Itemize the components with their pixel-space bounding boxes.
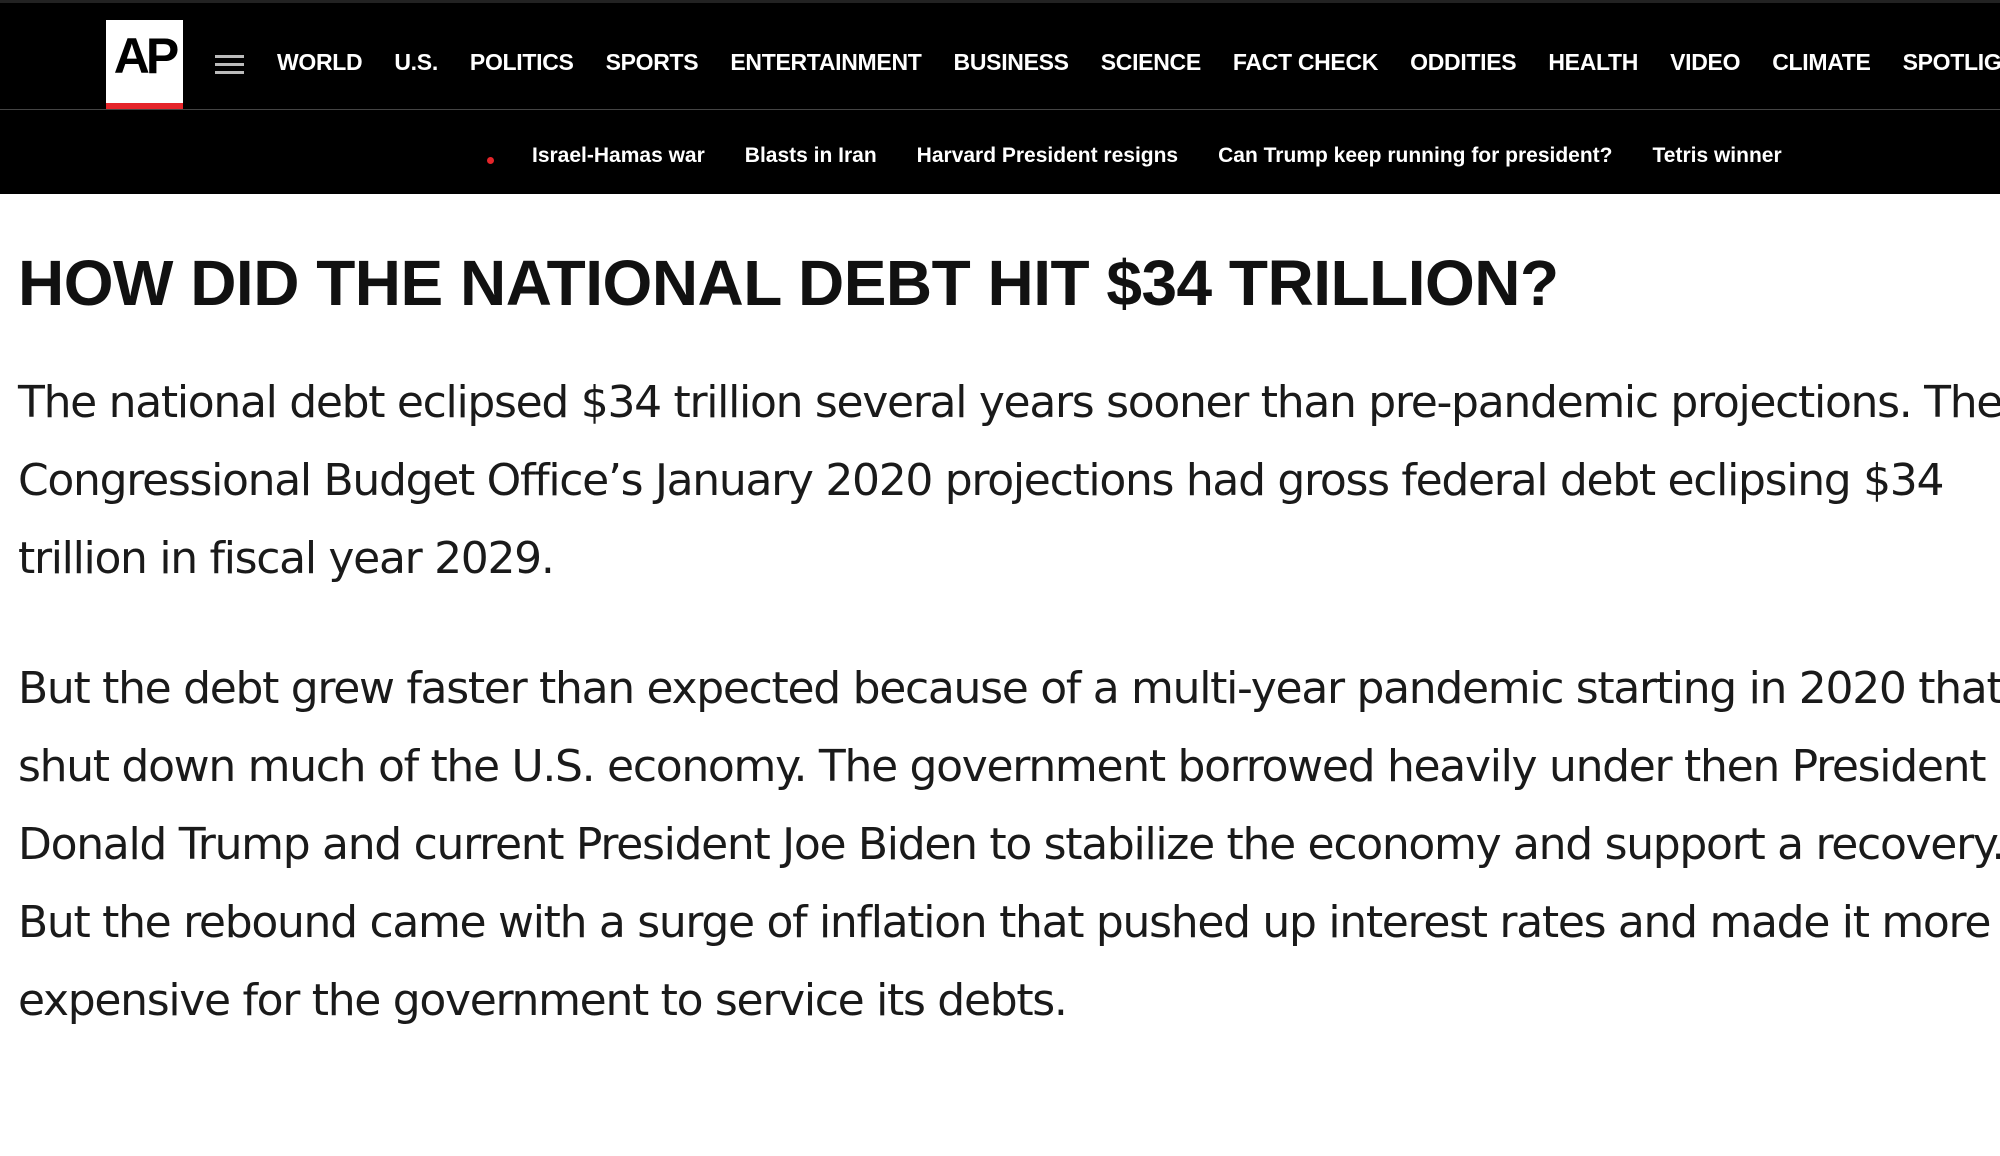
nav-link[interactable]: CLIMATE <box>1772 49 1871 75</box>
paragraph: But the debt grew faster than expected b… <box>18 663 2000 1026</box>
top-nav: AP WORLD U.S. POLITICS SPORTS ENTERTAINMENT B… <box>0 0 2000 110</box>
nav-list: WORLD U.S. POLITICS SPORTS ENTERTAINMENT BUSI… <box>277 49 2000 76</box>
nav-link[interactable]: POLITICS <box>469 49 574 75</box>
nav-link[interactable]: BUSINESS <box>953 49 1069 75</box>
nav-link[interactable]: SCIENCE <box>1100 49 1201 75</box>
trending-link[interactable]: Tetris winner <box>1652 144 1782 167</box>
trending-link[interactable]: Blasts in Iran <box>744 144 877 167</box>
logo[interactable]: AP <box>106 20 183 109</box>
nav-link[interactable]: SPORTS <box>605 49 699 75</box>
trending-link[interactable]: Can Trump keep running for president? <box>1218 144 1613 167</box>
trending-link[interactable]: Harvard President resigns <box>916 144 1179 167</box>
nav-link[interactable]: ENTERTAINMENT <box>730 49 922 75</box>
nav-link[interactable]: HEALTH <box>1548 49 1639 75</box>
trending-dot <box>487 157 494 164</box>
heading: HOW DID THE NATIONAL DEBT HIT $34 TRILLI… <box>18 247 1559 319</box>
paragraph: The national debt eclipsed $34 trillion … <box>18 377 2000 584</box>
nav-link[interactable]: VIDEO <box>1670 49 1741 75</box>
nav-link[interactable]: U.S. <box>394 49 438 75</box>
nav-link[interactable]: FACT CHECK <box>1232 49 1379 75</box>
trending-list: Israel-Hamas war Blasts in Iran Harvard Pr… <box>532 144 1782 168</box>
menu-icon[interactable] <box>215 55 244 79</box>
article: HOW DID THE NATIONAL DEBT HIT $34 TRILLI… <box>18 238 2000 1040</box>
trending-bar: Israel-Hamas war Blasts in Iran Harvard Pr… <box>0 110 2000 194</box>
nav-link[interactable]: SPOTLIGHT <box>1902 49 2000 75</box>
nav-link[interactable]: ODDITIES <box>1410 49 1517 75</box>
nav-link[interactable]: WORLD <box>277 49 363 75</box>
trending-link[interactable]: Israel-Hamas war <box>532 144 705 167</box>
